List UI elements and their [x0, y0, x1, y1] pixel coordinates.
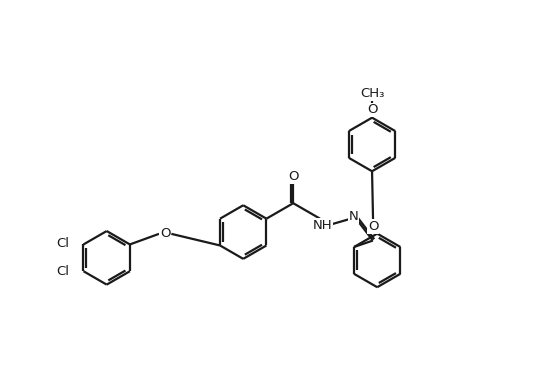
Text: CH₃: CH₃	[360, 87, 384, 100]
Text: O: O	[367, 103, 377, 116]
Text: N: N	[349, 210, 358, 223]
Text: O: O	[160, 227, 171, 240]
Text: Cl: Cl	[56, 265, 69, 278]
Text: O: O	[288, 171, 299, 183]
Text: NH: NH	[313, 219, 332, 232]
Text: O: O	[368, 220, 378, 233]
Text: Cl: Cl	[56, 237, 69, 250]
